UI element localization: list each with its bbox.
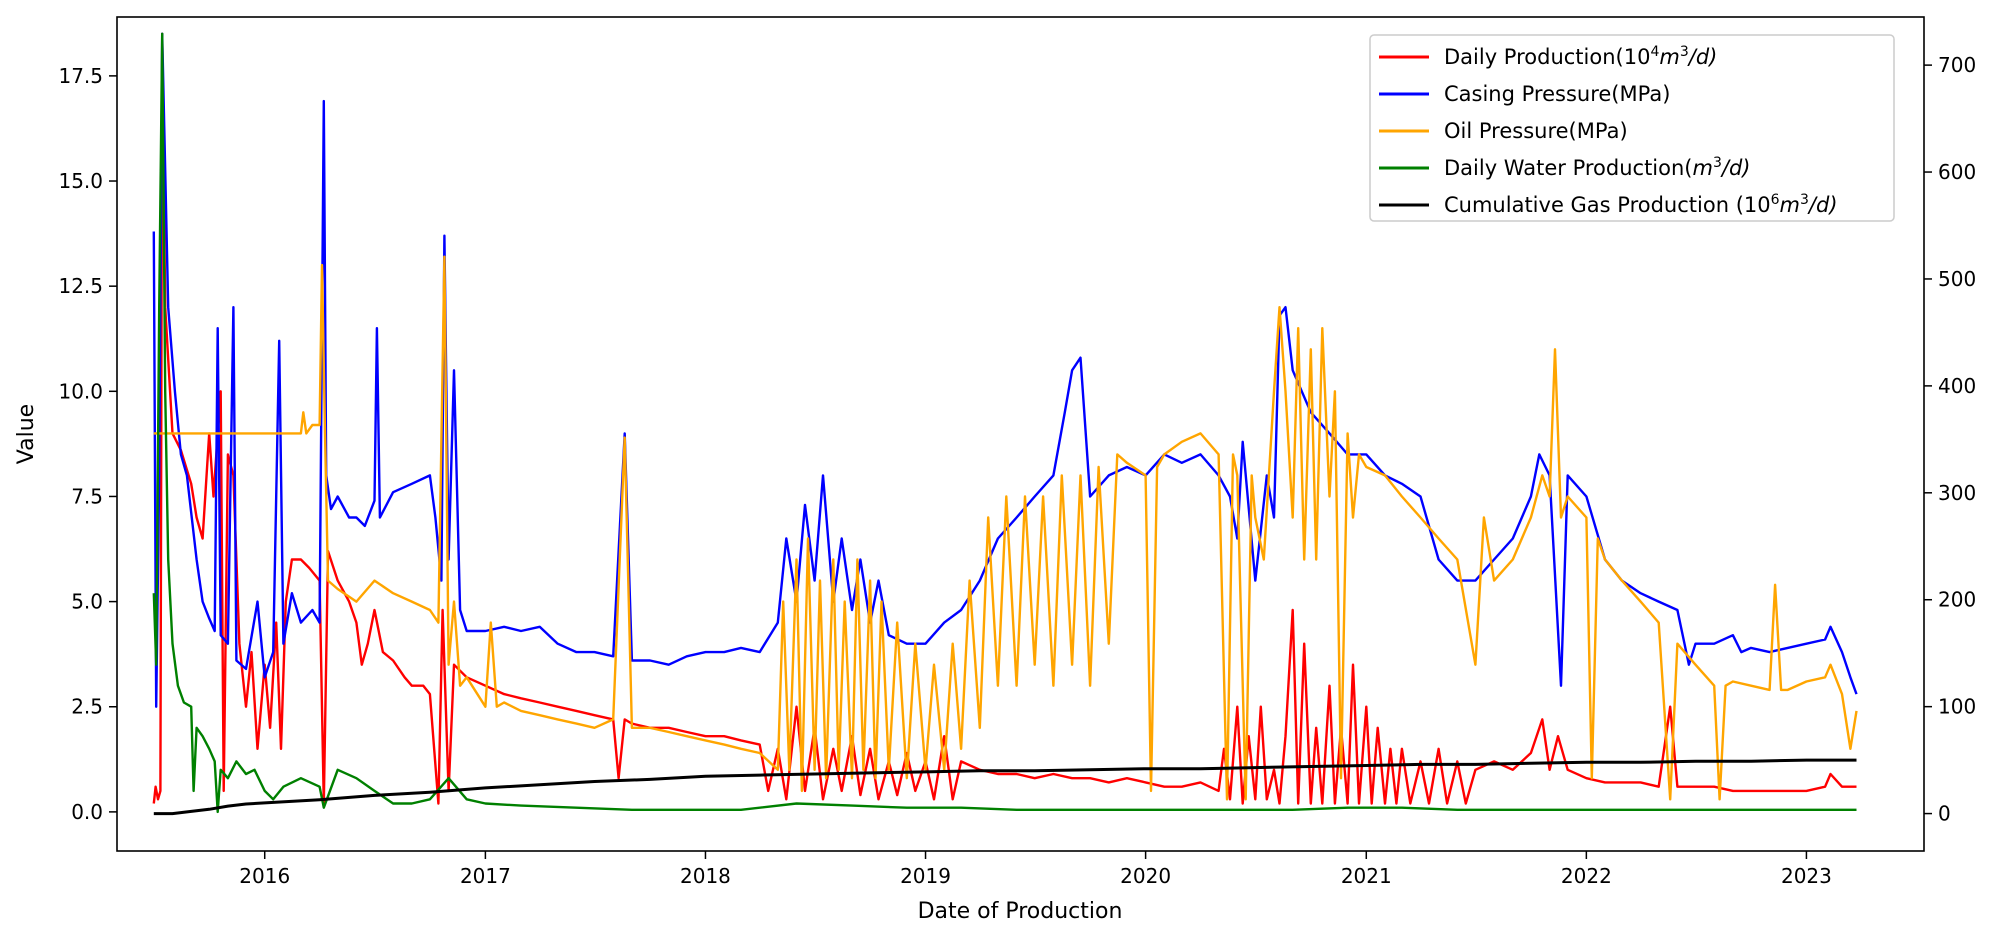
y-tick-label-right: 700	[1938, 53, 1976, 77]
legend-label-part: Daily Water Production(	[1444, 156, 1692, 180]
series-line-5	[153, 758, 1857, 816]
y-tick-label-right: 0	[1938, 802, 1951, 826]
legend-label-part: Daily Production(10	[1444, 45, 1650, 69]
x-tick-label: 2022	[1561, 864, 1612, 888]
series-line-4	[152, 32, 1857, 814]
y-tick-label-left: 17.5	[58, 64, 103, 88]
y-tick-label-left: 7.5	[71, 484, 103, 508]
legend-label-part: m	[1659, 45, 1679, 69]
legend: Daily Production(104m3/d)Casing Pressure…	[1369, 34, 1895, 222]
y-tick-label-right: 100	[1938, 695, 1976, 719]
y-tick-label-right: 300	[1938, 481, 1976, 505]
y-tick-label-left: 0.0	[71, 800, 103, 824]
y-axis-right: 0 100 200 300 400 500 600 700	[1924, 53, 1976, 826]
legend-label: Casing Pressure(MPa)	[1444, 82, 1670, 106]
x-tick-label: 2020	[1120, 864, 1171, 888]
legend-label: Cumulative Gas Production (106m3/d)	[1444, 192, 1838, 217]
series-layer	[152, 32, 1858, 816]
legend-label-part: Casing Pressure(MPa)	[1444, 82, 1670, 106]
y-tick-label-left: 5.0	[71, 590, 103, 614]
legend-label-part: 3	[1680, 44, 1689, 60]
legend-label-part: Cumulative Gas Production (10	[1444, 193, 1771, 217]
legend-label-part: /d)	[1720, 156, 1751, 180]
x-tick-label: 2018	[680, 864, 731, 888]
y-tick-label-left: 2.5	[71, 695, 103, 719]
y-tick-label-left: 12.5	[58, 274, 103, 298]
legend-label-part: /d)	[1687, 45, 1718, 69]
legend-label-part: m	[1692, 156, 1712, 180]
legend-label: Oil Pressure(MPa)	[1444, 119, 1628, 143]
legend-label: Daily Water Production(m3/d)	[1444, 155, 1750, 180]
y-tick-label-left: 10.0	[58, 379, 103, 403]
series-line-1	[152, 32, 1857, 805]
legend-label-part: 3	[1800, 192, 1809, 208]
y-tick-label-left: 15.0	[58, 169, 103, 193]
x-tick-label: 2021	[1341, 864, 1392, 888]
y-tick-label-right: 200	[1938, 588, 1976, 612]
legend-label-part: 6	[1771, 192, 1780, 208]
y-axis-label: Value	[14, 404, 39, 464]
legend-label: Daily Production(104m3/d)	[1444, 44, 1717, 69]
x-tick-label: 2023	[1781, 864, 1832, 888]
legend-label-part: m	[1780, 193, 1800, 217]
y-tick-label-right: 400	[1938, 374, 1976, 398]
series-line-3	[153, 255, 1858, 801]
legend-label-part: Oil Pressure(MPa)	[1444, 119, 1628, 143]
x-axis-label: Date of Production	[918, 899, 1123, 924]
legend-box	[1369, 34, 1895, 222]
plot-frame	[116, 16, 1925, 852]
series-line-2	[152, 32, 1858, 708]
legend-label-part: /d)	[1807, 193, 1838, 217]
x-tick-label: 2017	[460, 864, 511, 888]
legend-label-part: 4	[1650, 44, 1659, 60]
legend-label-part: 3	[1713, 155, 1722, 171]
x-tick-label: 2016	[239, 864, 290, 888]
x-axis: 2016 2017 2018 2019 2020 2021 2022 2023	[239, 851, 1832, 888]
y-axis-left: 0.0 2.5 5.0 7.5 10.0 12.5 15.0 17.5	[58, 64, 117, 824]
y-tick-label-right: 600	[1938, 160, 1976, 184]
x-tick-label: 2019	[900, 864, 951, 888]
y-tick-label-right: 500	[1938, 267, 1976, 291]
